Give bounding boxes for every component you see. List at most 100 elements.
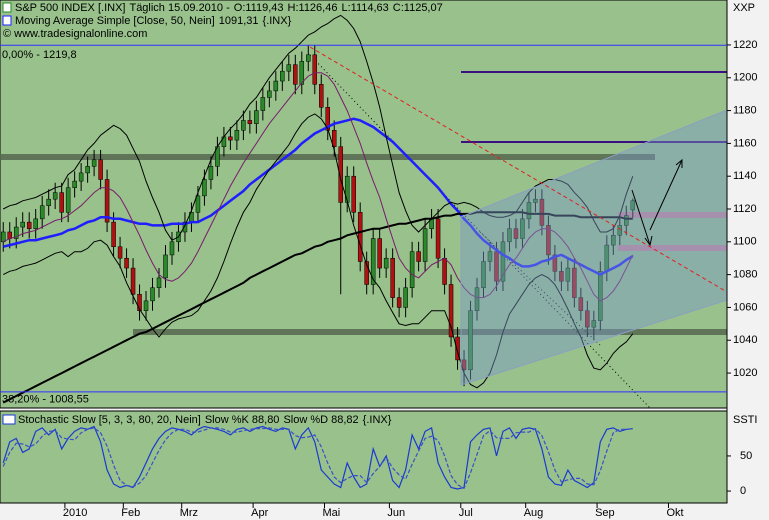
candle-body [546, 225, 551, 256]
arrow [631, 189, 651, 246]
zone-band [618, 212, 727, 218]
legend-entry: Slow %K 88,80 [205, 414, 280, 426]
candle-body [364, 261, 369, 285]
candle-body [39, 205, 45, 220]
candle-body [195, 195, 201, 213]
legend-entry: Moving Average Simple [Close, 50, Nein] [15, 15, 215, 27]
candle-body [78, 172, 84, 182]
y-tick-label: 50 [740, 450, 752, 462]
candle-body [150, 287, 155, 302]
candle-body [306, 54, 311, 62]
legend-value: 1091,31 [219, 15, 259, 27]
y-tick-label: 1040 [733, 334, 757, 346]
candle-body [539, 198, 545, 226]
candle-body [422, 228, 428, 262]
ohlc-label: C:1125,07 [393, 2, 443, 14]
candle-body [377, 238, 382, 269]
candle-body [383, 257, 389, 269]
x-tick-label: Jun [387, 507, 405, 519]
candle-body [474, 287, 480, 311]
candle-body [130, 267, 136, 295]
candle-body [52, 192, 58, 200]
candle-body [293, 64, 298, 85]
period: Täglich 15.09.2010 - [129, 2, 230, 14]
candle-body [137, 294, 142, 311]
candle-body [111, 221, 116, 247]
overlay-drawings [2, 0, 728, 503]
candle-body [585, 310, 590, 328]
ohlc-label: L:1114,63 [341, 2, 388, 14]
candle-body [448, 284, 454, 338]
candle-body [624, 215, 629, 226]
candle-body [260, 97, 266, 111]
y-tick-label: 1140 [733, 170, 757, 182]
candle-body [273, 80, 279, 92]
candle-body [331, 130, 337, 147]
candle-body [182, 221, 188, 233]
candle-body [72, 180, 77, 188]
ohlc-label: H:1126,46 [288, 2, 338, 14]
candle-body [344, 175, 350, 203]
axis-label: SSTI [733, 414, 757, 426]
candle-body [85, 166, 90, 174]
overlay-line [2, 72, 634, 302]
fib-label: 38,20% - 1008,55 [2, 394, 89, 406]
axis-label: XXP [733, 2, 755, 14]
candle-body [208, 166, 214, 180]
candle-body [33, 218, 38, 229]
x-tick-label: Okt [666, 507, 683, 519]
candle-body [507, 228, 512, 243]
y-tick-label: 1200 [733, 72, 757, 84]
y-tick-label: 1060 [733, 301, 757, 313]
candle-body [494, 251, 499, 282]
overlay-line [2, 211, 633, 404]
candle-body [0, 231, 6, 243]
candle-body [481, 261, 486, 288]
x-tick-label: 2010 [63, 507, 87, 519]
candle-body [520, 218, 525, 239]
candle-body [572, 267, 577, 298]
fib-label: 0,00% - 1219,8 [2, 49, 77, 61]
candle-body [59, 192, 64, 213]
candle-body [104, 179, 110, 223]
candle-body [202, 179, 207, 197]
x-tick-label: Jul [459, 507, 473, 519]
trend-line [309, 54, 651, 409]
y-tick-label: 0 [740, 485, 746, 497]
candle-body [254, 110, 259, 124]
candle-body [552, 254, 558, 272]
y-tick-label: 1180 [733, 104, 757, 116]
stochastic-line [2, 425, 633, 490]
candle-body [513, 228, 519, 239]
candle-body [403, 287, 408, 308]
candle-body [487, 251, 493, 262]
symbol-icon [2, 2, 12, 13]
candle-body [611, 235, 616, 246]
candle-body [20, 221, 25, 228]
x-tick-label: Apr [251, 507, 268, 519]
x-tick-label: Mrz [180, 507, 198, 519]
x-tick-label: Feb [121, 507, 140, 519]
candle-body [390, 257, 395, 298]
ohlc-label: O:1119,43 [234, 2, 284, 14]
candle-body [565, 267, 571, 282]
candle-body [286, 64, 292, 72]
candle-body [124, 257, 129, 269]
candle-body [280, 70, 285, 82]
y-tick-label: 1160 [733, 137, 757, 149]
candle-body [526, 202, 532, 220]
candle-body [156, 277, 162, 288]
candle-body [533, 198, 538, 203]
candle-body [46, 198, 51, 206]
y-tick-label: 1220 [733, 39, 757, 51]
y-tick-label: 1080 [733, 269, 757, 281]
legend-source: {.INX} [263, 15, 292, 27]
candle-body [65, 187, 71, 213]
candle-body [455, 336, 460, 361]
trend-line [309, 46, 728, 293]
candle-body [357, 212, 363, 262]
candle-body [267, 90, 272, 98]
candle-body [591, 320, 597, 328]
candle-body [26, 221, 32, 229]
